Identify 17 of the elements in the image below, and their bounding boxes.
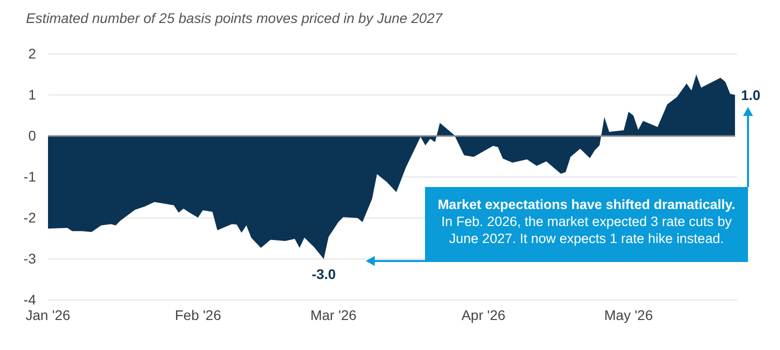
x-tick-label: Feb '26 (174, 306, 222, 323)
y-tick-label: 2 (28, 45, 36, 62)
x-tick-label: Apr '26 (461, 306, 506, 323)
x-tick-label: Jan '26 (26, 306, 71, 323)
y-tick-label: -3 (24, 250, 36, 266)
annotation: 1.0 (741, 87, 761, 103)
chart-title: Estimated number of 25 basis points moves priced in by June 2027 (26, 10, 444, 26)
y-tick-label: 0 (28, 127, 36, 144)
annotation: Market expectations have shifted dramatically. (438, 197, 736, 212)
y-tick-label: -4 (24, 291, 36, 308)
annotation: In Feb. 2026, the market expected 3 rate cuts by June 2027. It now expects 1 rate hike instead. (441, 214, 732, 246)
x-tick-label: Mar '26 (310, 306, 357, 323)
y-tick-label: 1 (28, 86, 36, 102)
annotation: -3.0 (312, 266, 336, 282)
y-tick-label: -1 (24, 168, 36, 184)
x-tick-label: May '26 (604, 306, 654, 323)
y-tick-label: -2 (24, 209, 36, 226)
